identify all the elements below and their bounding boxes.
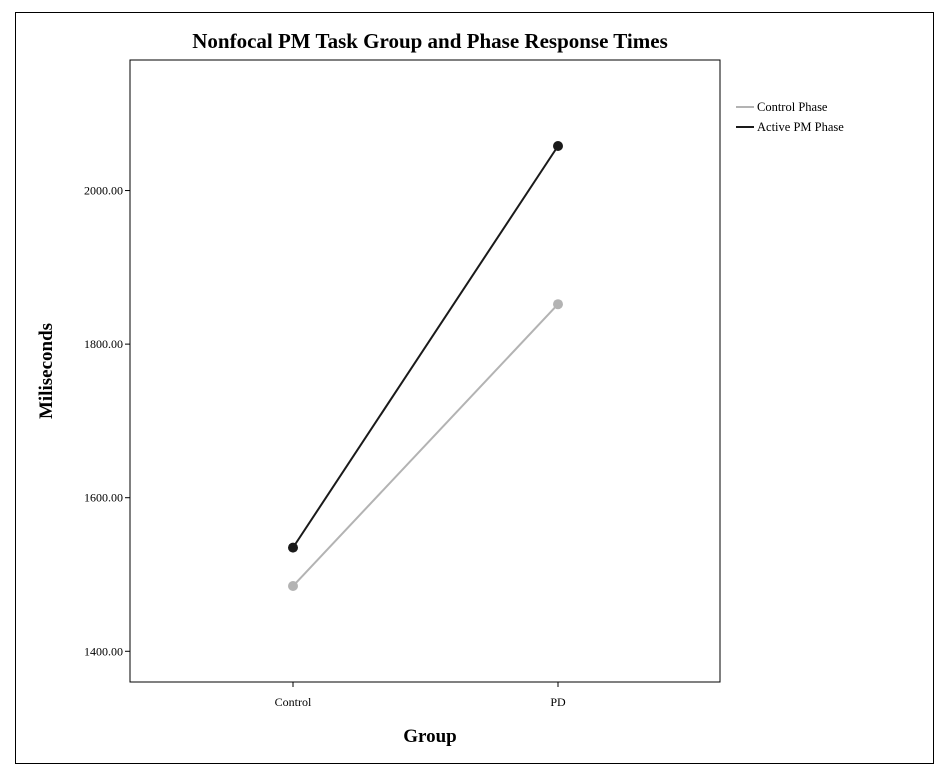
legend-label: Active PM Phase [757,120,844,134]
chart-title: Nonfocal PM Task Group and Phase Respons… [192,29,668,53]
y-tick-label: 1600.00 [84,491,123,505]
series-line-0 [292,303,559,587]
data-point [553,141,563,152]
legend-label: Control Phase [757,100,828,114]
x-tick-label: PD [550,695,566,709]
y-axis: 1400.00 1600.00 1800.00 2000.00 [84,184,130,658]
y-tick-label: 1400.00 [84,644,123,658]
data-point [288,542,298,553]
y-axis-label: Miliseconds [36,323,57,419]
chart-frame [15,12,934,764]
data-point [288,581,298,592]
y-tick-label: 2000.00 [84,184,123,198]
legend: Control Phase Active PM Phase [736,100,844,134]
x-axis: Control PD [275,682,566,709]
data-point [553,299,563,310]
y-tick-label: 1800.00 [84,337,123,351]
x-tick-label: Control [275,695,312,709]
series-layer [288,141,563,592]
x-axis-label: Group [403,726,457,747]
plot-area [129,59,721,683]
series-line-1 [292,145,559,549]
